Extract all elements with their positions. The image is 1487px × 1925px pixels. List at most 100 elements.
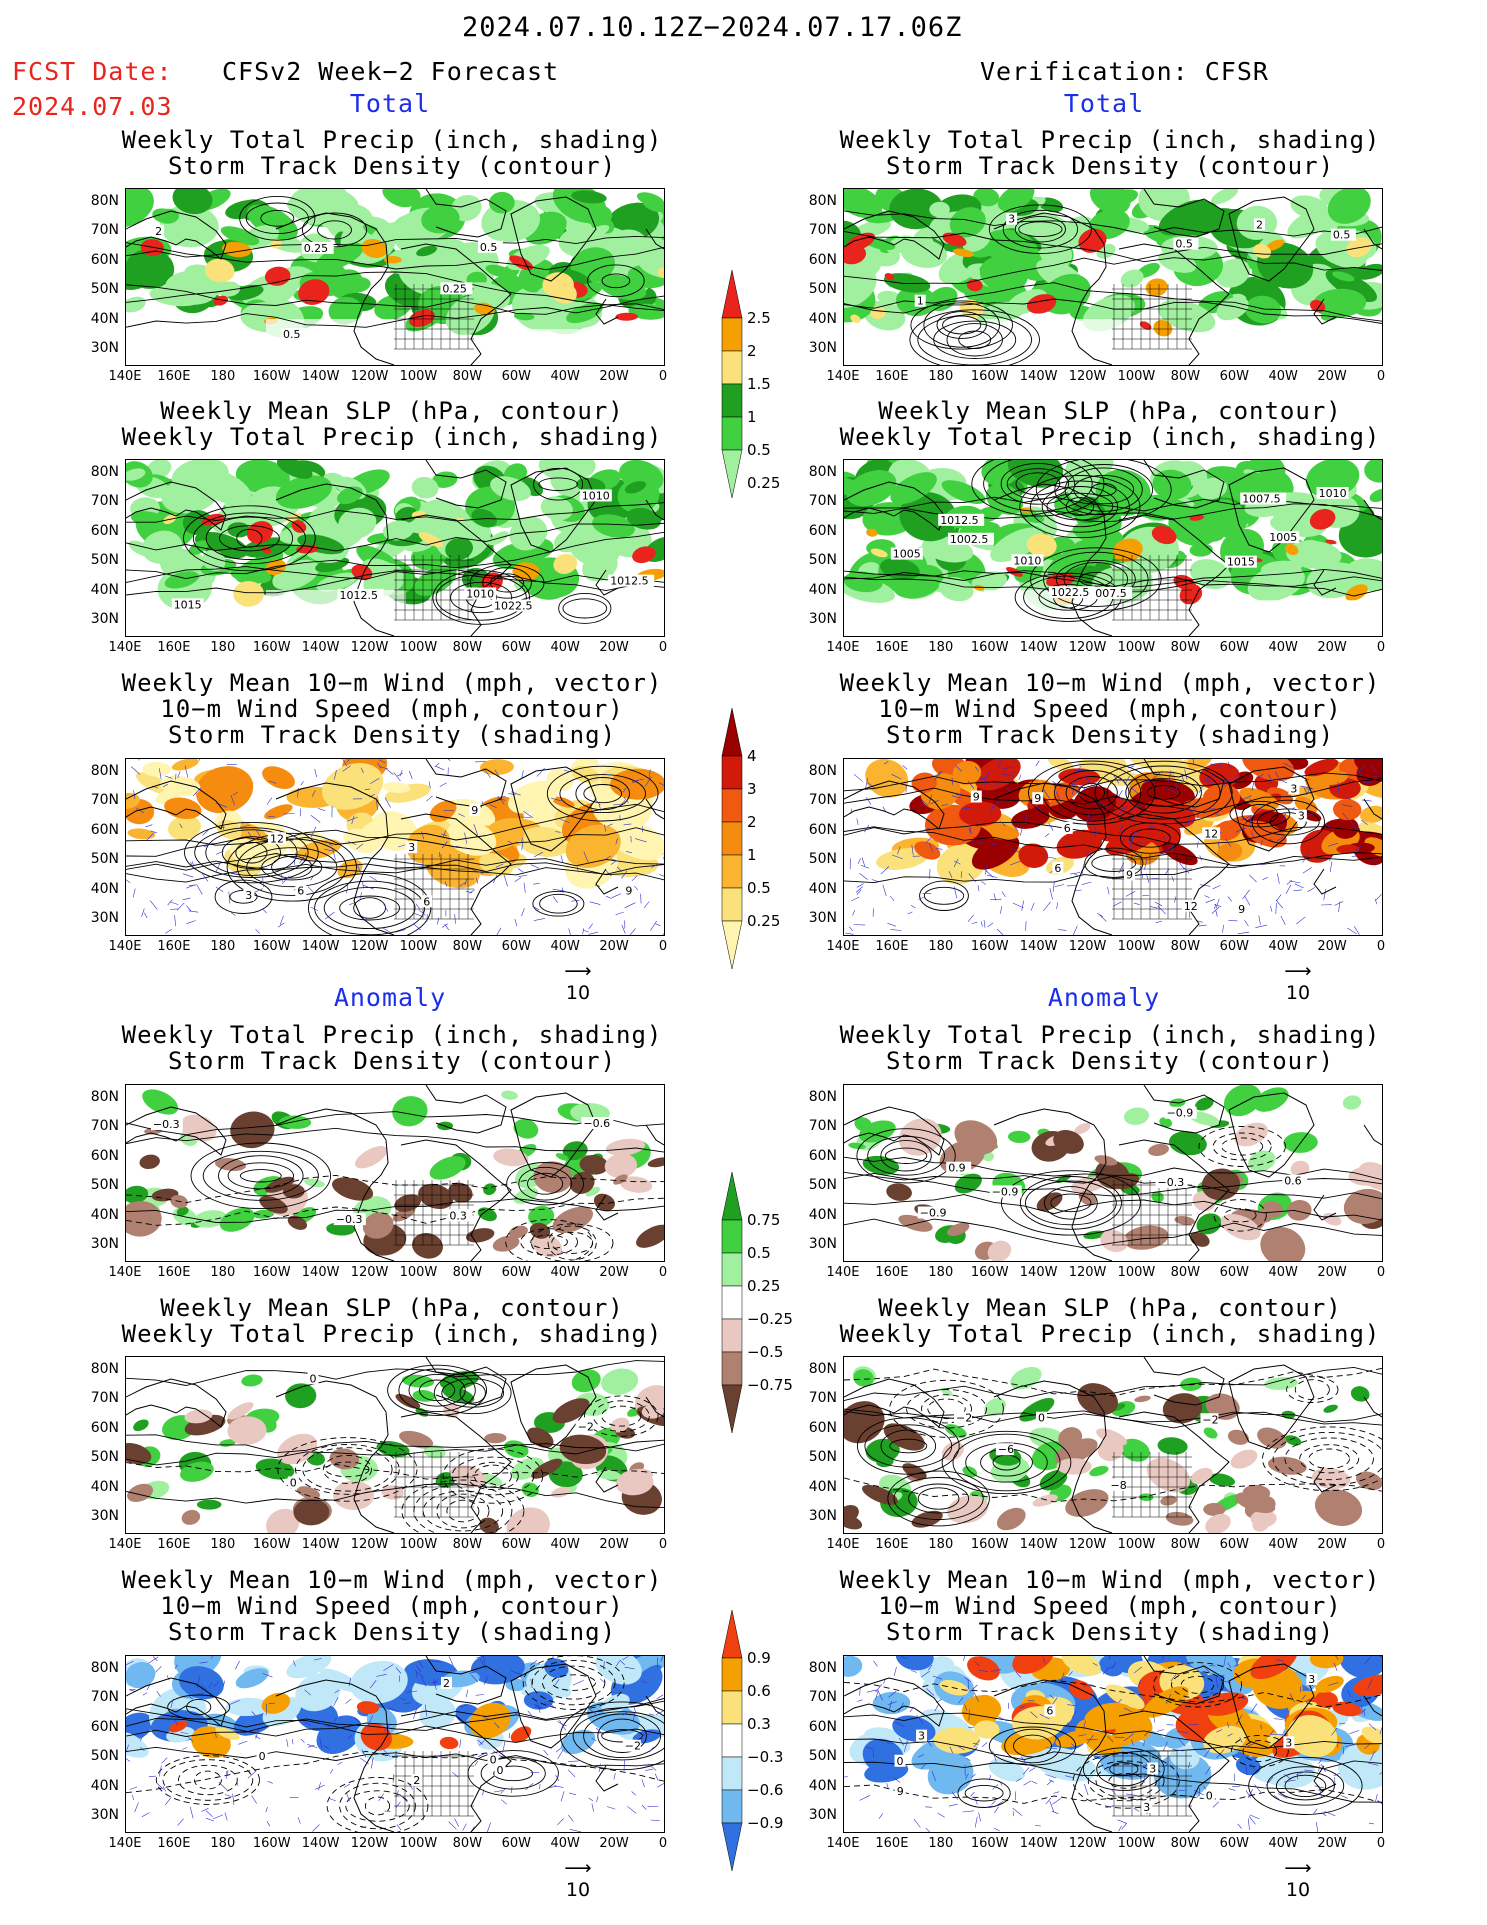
shaded-field [877,290,900,304]
coastline [1363,1695,1382,1717]
wind-vector [1273,1795,1280,1800]
shaded-field [399,1430,434,1449]
lat-tick-label: 50N [808,1449,837,1466]
colorbar-tick-label: 2.5 [747,309,771,327]
wind-vector [255,929,260,934]
wind-vector [497,796,505,805]
shaded-field [247,204,298,241]
contour-label: 9 [625,885,632,898]
coastline [1228,1663,1315,1749]
wind-vector [507,840,514,845]
lon-tick-label: 160E [157,1265,191,1280]
ver-total-slp-title: Weekly Mean SLP (hPa, contour) Weekly Tot… [839,397,1381,451]
shaded-field [1264,1377,1298,1390]
wind-vector [1248,874,1257,883]
contour-label: −0.3 [153,1118,180,1131]
contour-line [965,1442,1048,1483]
wind-vector [367,1715,374,1727]
wind-vector [1258,773,1264,778]
shaded-field [1148,1143,1169,1156]
contour-label-bg [970,790,982,803]
shaded-field [610,1417,630,1433]
wind-vector [1012,902,1024,909]
coastline [645,1396,664,1418]
colorbar-segment [721,317,743,352]
contour-line [205,516,294,560]
shaded-field [219,1207,255,1232]
wind-vector [596,1727,604,1736]
wind-vector [255,1729,259,1739]
wind-vector [433,1678,439,1685]
colorbar-cap [721,1384,743,1434]
wind-vector [951,795,961,799]
contour-label: −0.6 [583,1117,610,1130]
contour-line [1223,1208,1257,1223]
wind-vector [867,782,877,790]
shaded-field [542,272,574,298]
wind-vector [866,797,872,805]
contour-line [906,1389,987,1429]
lon-tick-label: 160E [157,369,191,384]
wind-vector [1289,1693,1296,1703]
wind-vector [588,1797,594,1801]
colorbar-tick-label: 1.5 [747,375,771,393]
wind-vector [1087,817,1097,824]
wind-vector [1074,873,1080,877]
lat-tick-label: 30N [90,340,119,356]
contour-label-bg [1224,555,1257,568]
wind-vector [866,1747,875,1750]
contour-label: 1010 [466,588,494,601]
contour-line [1002,209,1079,249]
lon-tick-label: 80W [1170,1836,1201,1851]
wind-vector [459,1739,462,1748]
wind-vector [1025,921,1027,931]
contour-label-bg [1123,868,1135,881]
contour-label-bg [953,1411,972,1424]
wind-vector [1275,902,1277,914]
wind-vector [347,841,357,845]
shaded-field [1032,1494,1058,1507]
wind-vector [382,901,389,912]
wind-vector [426,795,433,802]
wind-vector [1067,1722,1071,1731]
wind-vector [351,815,355,825]
colorbar-tick-label: 2 [747,342,757,360]
contour-label: 9 [1126,869,1133,882]
contour-label-bg [301,241,334,254]
wind-vector [1344,796,1352,801]
wind-vector [616,866,623,873]
wind-vector [1125,1793,1138,1796]
wind-vector [342,759,348,767]
wind-vector [325,840,333,847]
shaded-field [914,841,941,860]
wind-vector [615,911,624,916]
lat-tick-label: 50N [808,281,837,298]
wind-vector [1092,830,1097,839]
wind-vector [254,888,263,893]
coastline [275,483,389,561]
shaded-field [220,226,260,246]
lon-tick-label: 120W [1068,939,1107,954]
wind-vector [1133,1808,1140,1812]
wind-vector [586,1706,596,1715]
wind-vector [844,1776,848,1778]
wind-vector [1245,1790,1251,1798]
contour-line [1004,1728,1061,1764]
shaded-field [279,1115,312,1129]
coastline [400,1710,512,1832]
shaded-field [1065,1489,1109,1517]
shaded-field [1162,1393,1203,1424]
wind-vector [1326,824,1331,829]
contour-line [1019,1176,1122,1230]
contour-line [314,880,426,935]
ver-total-slp-map: 1005 1007.5 1010 1002.5 1010 1007.5 1005 1012.5… [843,459,1383,637]
wind-vector [1218,841,1220,849]
wind-vector [605,870,612,877]
contour-label: −0.3 [336,1213,363,1226]
coastline [1313,569,1337,596]
shaded-field [1160,1495,1177,1506]
wind-vector [1205,1766,1211,1775]
wind-vector [416,863,424,866]
wind-vector [977,842,983,844]
shaded-field [586,1701,640,1735]
